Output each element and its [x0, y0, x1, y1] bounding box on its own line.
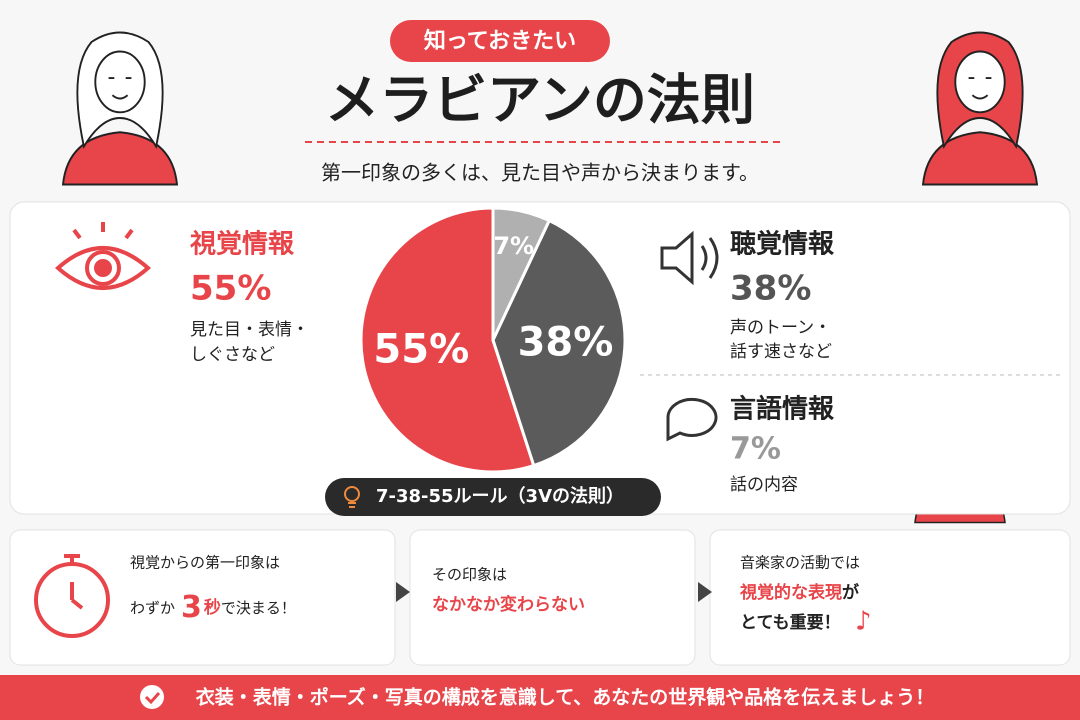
- footer-bar: [0, 675, 1080, 720]
- highlight-text: 秒: [204, 597, 221, 618]
- rule-text: 7-38-55ルール（3Vの法則）: [376, 485, 624, 507]
- shirt: [61, 131, 179, 186]
- rule-pill: [325, 478, 661, 516]
- slice-label: 38%: [518, 320, 614, 366]
- face: [94, 50, 146, 114]
- percent-label: 7%: [730, 432, 781, 467]
- title: メラビアンの法則: [325, 69, 755, 132]
- card: [709, 529, 1071, 666]
- person: [921, 31, 1039, 186]
- footer-text: 衣装・表情・ポーズ・写真の構成を意識して、あなたの世界観や品格を伝えましょう！: [196, 686, 935, 709]
- percent-label: 38%: [730, 269, 811, 309]
- card-text: わずか 3 秒で決まる！: [130, 590, 296, 625]
- check-icon: [140, 685, 164, 709]
- description: 話の内容: [730, 475, 798, 495]
- card-text: で決まる！: [221, 599, 296, 617]
- card: [9, 529, 396, 666]
- arrow: [698, 582, 712, 602]
- card-text: 視覚からの第一印象は: [130, 554, 280, 572]
- card-text: その印象は: [432, 566, 507, 584]
- description: 話す速さなど: [730, 342, 832, 362]
- face-features: [108, 77, 132, 100]
- slice-label: 7%: [493, 232, 534, 260]
- percent-label: 55%: [190, 269, 271, 309]
- pie-chart: 55% 38% 7%: [359, 206, 627, 474]
- description: しぐさなど: [190, 345, 275, 365]
- pie-slice: [491, 206, 552, 341]
- eye-icon: [54, 222, 152, 290]
- category-label: 視覚情報: [190, 230, 295, 260]
- card-text: 音楽家の活動では: [740, 554, 860, 572]
- speaker-icon: [660, 230, 719, 286]
- face: [954, 50, 1006, 114]
- category-label: 聴覚情報: [730, 230, 835, 260]
- badge: [390, 20, 610, 62]
- slice-label: 55%: [373, 326, 469, 372]
- shirt: [921, 131, 1039, 186]
- face-features: [968, 77, 992, 100]
- description: 声のトーン・: [730, 318, 831, 338]
- speech-icon: [666, 397, 718, 442]
- card-text: とても重要！: [740, 612, 841, 633]
- music-note: ♪: [855, 607, 872, 637]
- highlight-text: なかなか変わらない: [432, 594, 585, 615]
- check-mark: [144, 692, 161, 705]
- description: 見た目・表情・: [190, 320, 309, 340]
- highlight-text: 視覚的な表現: [739, 582, 842, 603]
- highlight-number: 3: [181, 590, 202, 625]
- bulb-icon: [344, 486, 360, 508]
- pie-slice: [359, 206, 536, 474]
- card-text: わずか: [130, 599, 175, 617]
- stopwatch-icon: [34, 554, 110, 638]
- pie-slice: [491, 218, 627, 468]
- card-text: 視覚的な表現が: [739, 582, 859, 603]
- arrow: [396, 582, 410, 602]
- person: [61, 31, 179, 186]
- badge-text: 知っておきたい: [424, 28, 576, 54]
- category-label: 言語情報: [730, 394, 835, 425]
- subtitle: 第一印象の多くは、見た目や声から決まります。: [321, 161, 759, 185]
- card: [409, 529, 696, 666]
- card-text: が: [842, 582, 859, 603]
